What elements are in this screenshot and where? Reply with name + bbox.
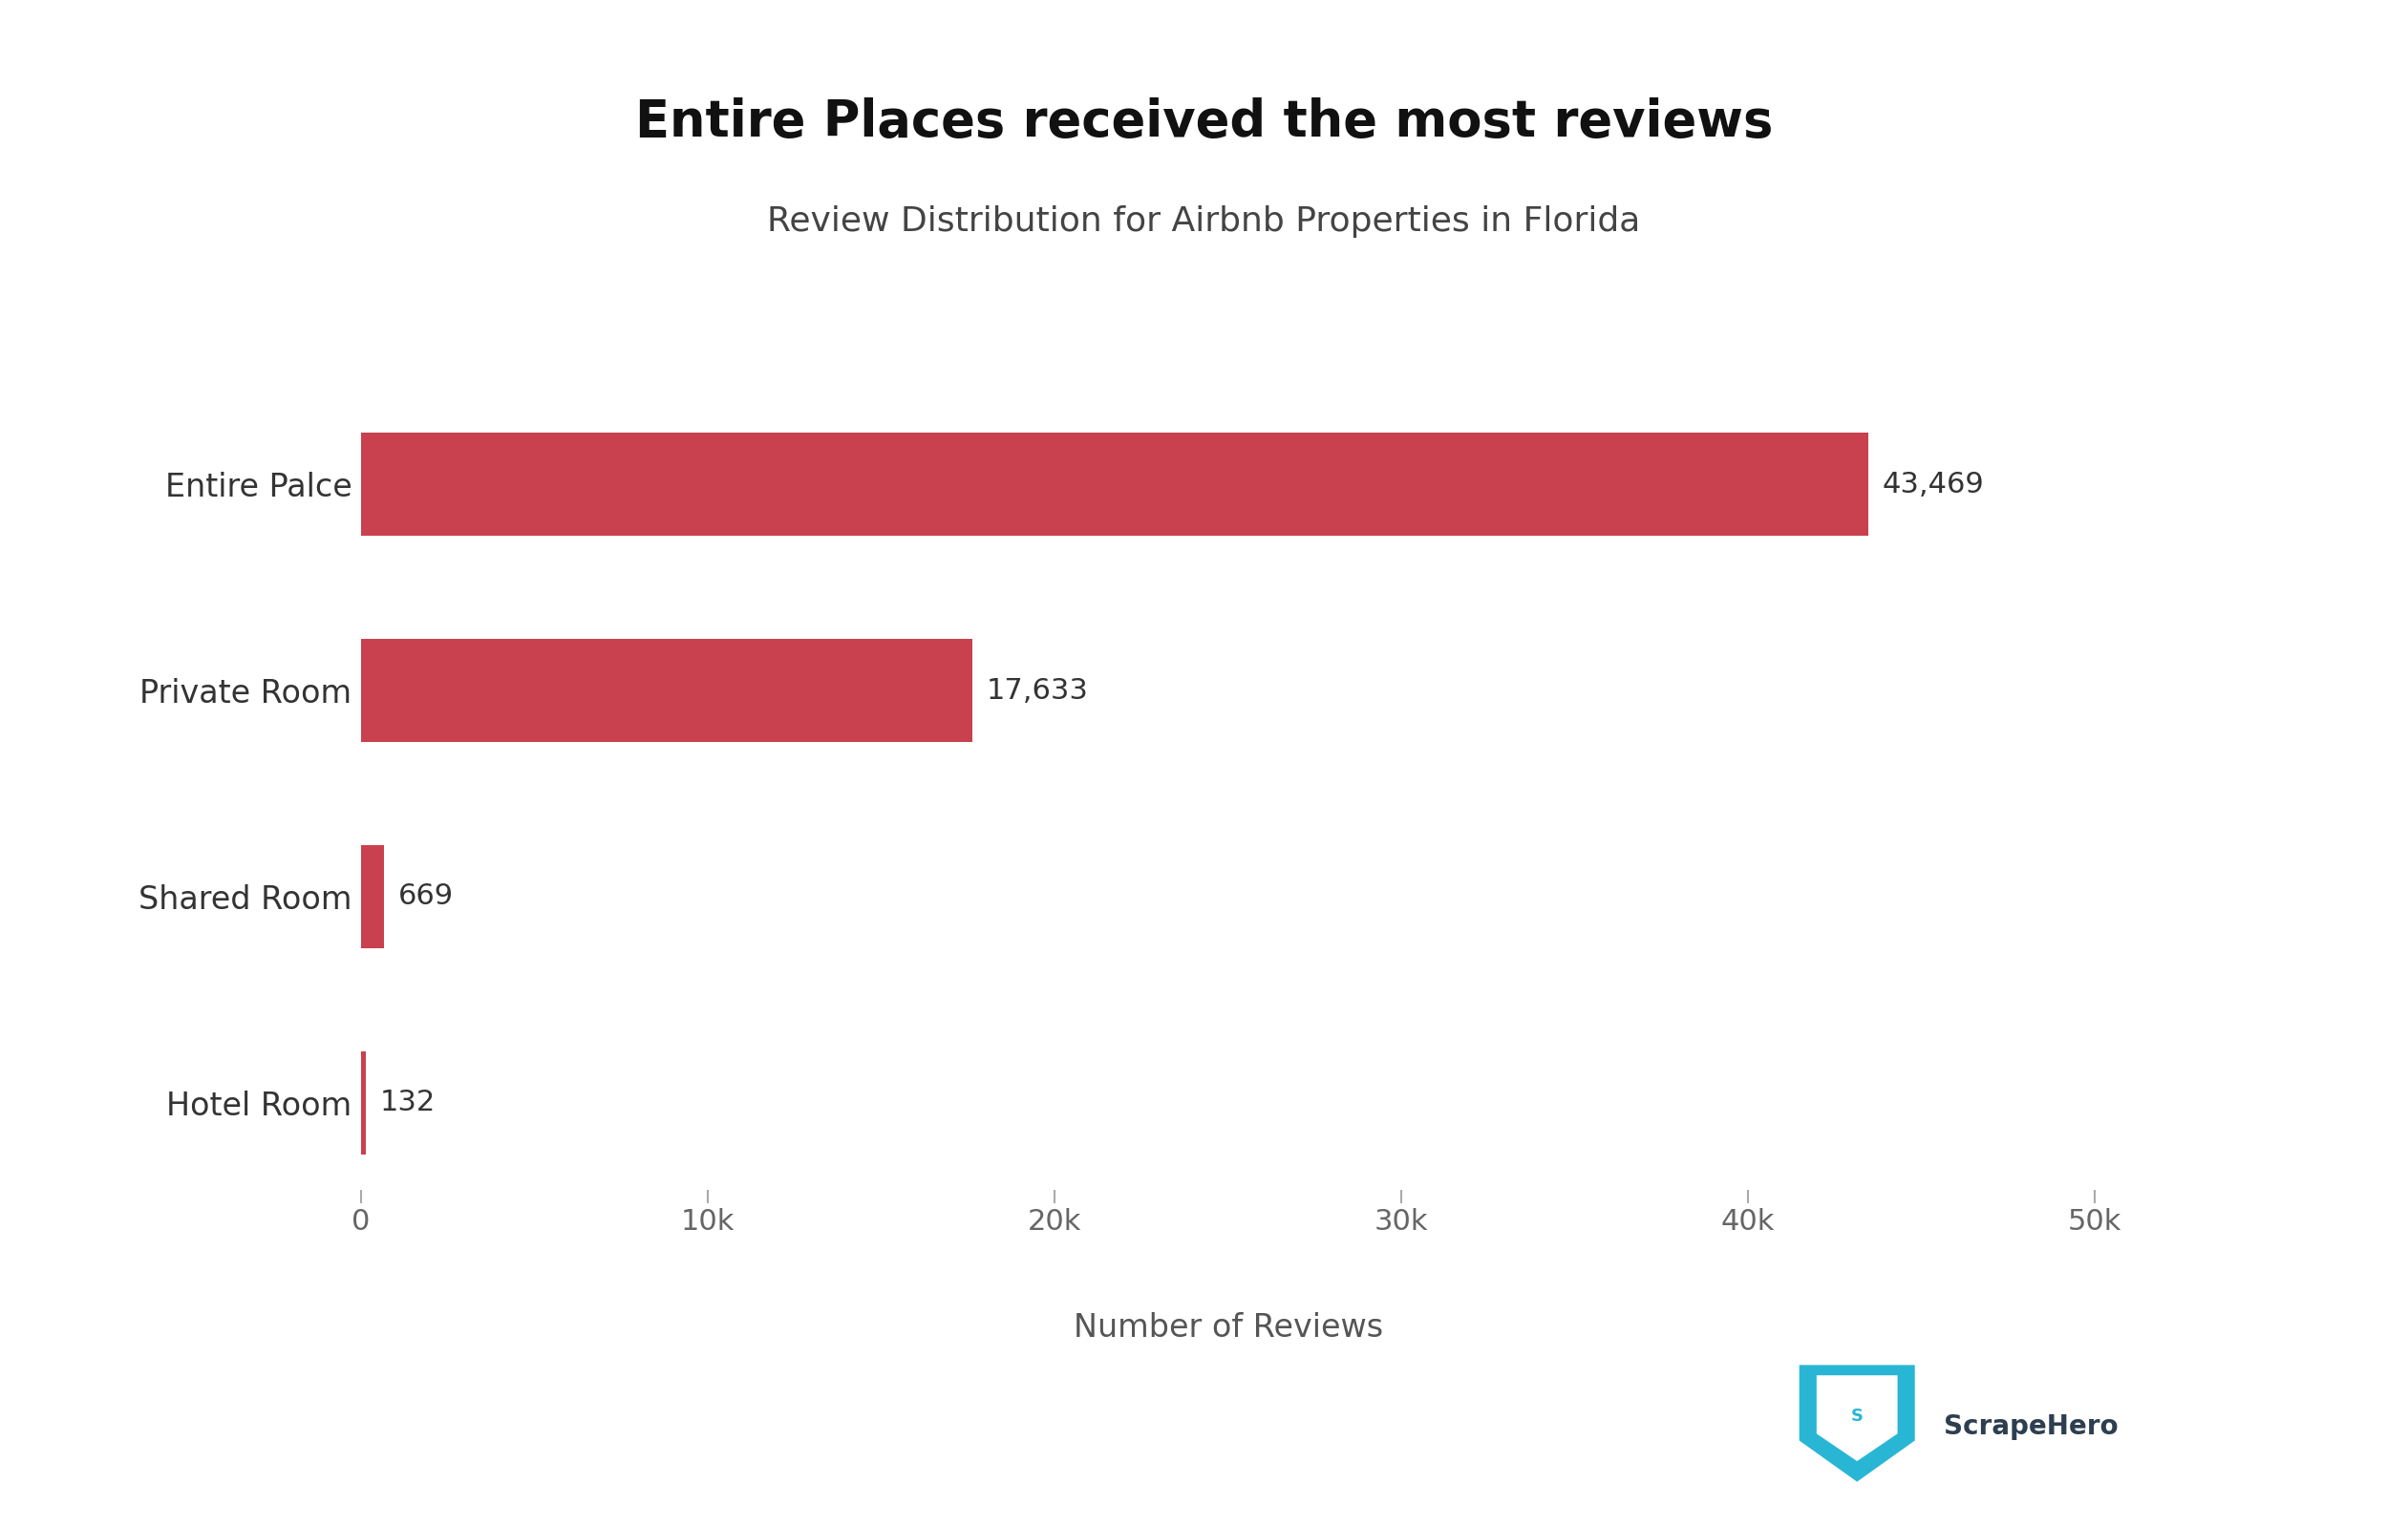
Polygon shape <box>1816 1375 1898 1462</box>
Text: 132: 132 <box>380 1090 436 1117</box>
Text: Number of Reviews: Number of Reviews <box>1074 1312 1382 1343</box>
Text: S: S <box>1852 1408 1864 1425</box>
Text: Review Distribution for Airbnb Properties in Florida: Review Distribution for Airbnb Propertie… <box>768 204 1640 238</box>
Bar <box>361 1051 366 1154</box>
Text: 17,633: 17,633 <box>987 676 1088 705</box>
Bar <box>361 639 973 742</box>
Bar <box>361 433 1869 536</box>
Text: 43,469: 43,469 <box>1883 470 1984 497</box>
Text: ScrapeHero: ScrapeHero <box>1943 1413 2119 1441</box>
Bar <box>361 845 385 948</box>
Text: 669: 669 <box>397 882 453 911</box>
Text: Entire Places received the most reviews: Entire Places received the most reviews <box>636 98 1772 146</box>
Polygon shape <box>1799 1364 1914 1482</box>
